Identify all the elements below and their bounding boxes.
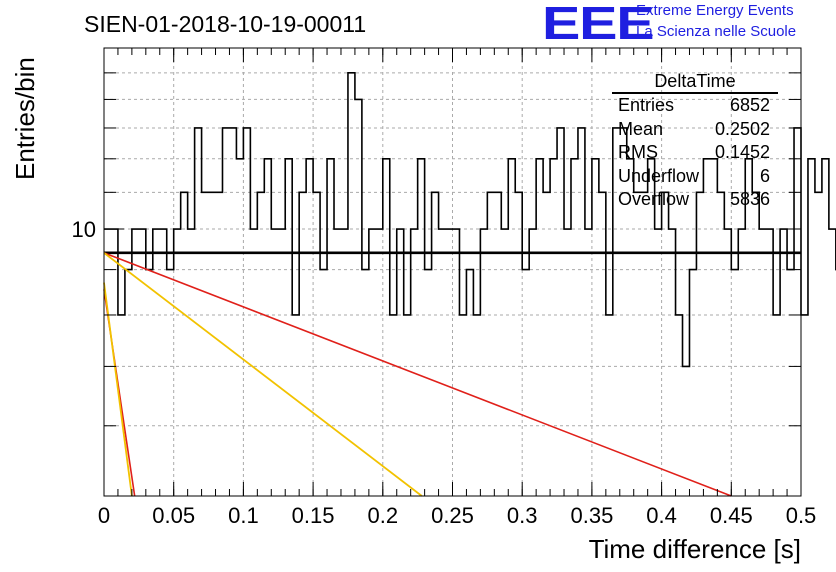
stats-value: 6: [759, 165, 770, 186]
x-tick-label: 0.45: [710, 503, 753, 528]
stats-row-rms: RMS 0.1452: [612, 141, 778, 165]
histogram-layer: [104, 72, 836, 368]
x-tick-label: 0.1: [228, 503, 259, 528]
stats-value: 6852: [729, 95, 770, 115]
stats-value: 5836: [729, 189, 770, 209]
stats-value: 0.2502: [714, 118, 770, 139]
stats-box: DeltaTime Entries 6852 Mean 0.2502 RMS 0…: [612, 70, 778, 212]
fit-line: [103, 252, 732, 497]
x-axis-label: Time difference [s]: [589, 534, 801, 564]
stats-row-mean: Mean 0.2502: [612, 118, 778, 142]
stats-key: Entries: [618, 95, 675, 115]
fit-line: [103, 282, 133, 497]
stats-row-underflow: Underflow 6: [612, 165, 778, 189]
stats-row-entries: Entries 6852: [612, 94, 778, 118]
stats-row-overflow: Overflow 5836: [612, 188, 778, 212]
x-tick-label: 0.4: [646, 503, 677, 528]
stats-key: RMS: [618, 142, 658, 162]
x-tick-label: 0: [98, 503, 110, 528]
x-tick-label: 0.15: [292, 503, 335, 528]
x-tick-label: 0.25: [431, 503, 474, 528]
y-tick-label: 10: [72, 217, 96, 242]
logo-line-2: La Scienza nelle Scuole: [636, 23, 797, 40]
fit-line: [103, 252, 423, 497]
stats-key: Underflow: [618, 165, 700, 186]
eee-logo: EEE Extreme Energy Events La Scienza nel…: [542, 0, 832, 49]
x-tick-label: 0.2: [368, 503, 399, 528]
fit-layer: [103, 251, 801, 497]
histogram-steps: [104, 72, 836, 368]
stats-value: 0.1452: [714, 142, 770, 162]
x-tick-label: 0.5: [786, 503, 817, 528]
x-tick-label: 0.05: [152, 503, 195, 528]
stats-title: DeltaTime: [612, 70, 778, 94]
logo-line-1: Extreme Energy Events: [636, 2, 794, 19]
logo-mark: EEE: [542, 0, 655, 49]
chart-title: SIEN-01-2018-10-19-00011: [84, 11, 366, 37]
tick-layer: 0 0.05 0.1 0.15 0.2 0.25 0.3 0.35 0.4 0.45 0.5 10: [72, 47, 817, 528]
y-axis-label: Entries/bin: [10, 57, 40, 180]
x-tick-label: 0.35: [570, 503, 613, 528]
stats-key: Mean: [618, 118, 664, 139]
x-tick-label: 0.3: [507, 503, 538, 528]
stats-key: Overflow: [618, 189, 690, 209]
